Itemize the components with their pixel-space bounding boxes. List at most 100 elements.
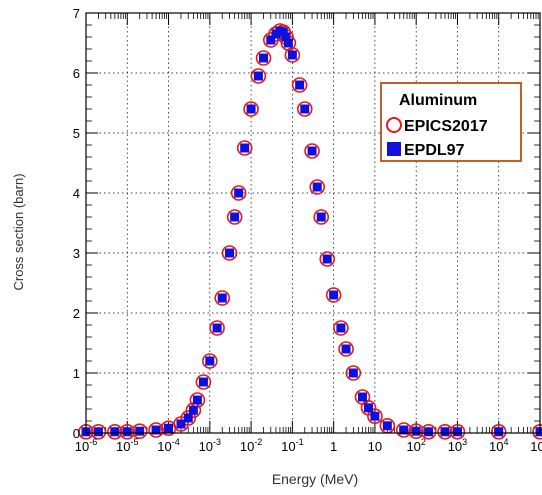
point-epdl97 [535, 427, 542, 437]
point-epdl97 [307, 146, 317, 156]
x-tick-label: 10-2 [240, 437, 262, 454]
point-epdl97 [348, 368, 358, 378]
point-epdl97 [183, 413, 193, 423]
point-epdl97 [364, 403, 374, 413]
point-epics2017 [408, 423, 424, 440]
point-epdl97 [217, 293, 227, 303]
point-epics2017 [119, 423, 136, 440]
point-epdl97 [316, 212, 326, 222]
y-tick-label: 1 [73, 366, 80, 381]
point-epdl97 [93, 427, 103, 437]
point-epics2017 [195, 374, 212, 390]
legend-marker-epdl97 [387, 142, 401, 156]
point-epdl97 [234, 188, 244, 198]
point-epdl97 [188, 405, 198, 415]
point-epdl97 [253, 71, 263, 81]
x-tick-label: 10 [368, 439, 382, 454]
point-epdl97 [336, 323, 346, 333]
point-epdl97 [399, 425, 409, 435]
point-epics2017 [226, 209, 243, 225]
x-tick-label: 10-6 [75, 437, 97, 454]
point-epics2017 [255, 50, 272, 66]
point-epics2017 [437, 423, 453, 440]
point-epdl97 [230, 212, 240, 222]
legend-box [380, 82, 522, 162]
point-epics2017 [230, 185, 247, 201]
point-epics2017 [420, 423, 437, 440]
point-epdl97 [424, 427, 434, 437]
point-epdl97 [135, 426, 145, 436]
point-epdl97 [440, 427, 450, 437]
point-epics2017 [250, 68, 267, 84]
x-tick-label: 1 [330, 439, 337, 454]
point-epdl97 [341, 344, 351, 354]
grid-lines [86, 13, 540, 433]
y-tick-label: 0 [73, 426, 80, 441]
y-tick-label: 2 [73, 306, 80, 321]
point-epics2017 [345, 365, 362, 381]
point-epdl97 [225, 248, 235, 258]
point-epdl97 [452, 427, 462, 437]
point-epics2017 [148, 422, 164, 438]
legend: Aluminum EPICS2017 EPDL97 [380, 82, 522, 162]
axis-ticks [85, 12, 541, 434]
x-tick-label: 10-3 [199, 437, 221, 454]
point-epics2017 [490, 423, 507, 440]
point-epdl97 [322, 254, 332, 264]
x-tick-label: 105 [530, 437, 542, 454]
point-epdl97 [240, 143, 250, 153]
point-epdl97 [357, 392, 367, 402]
point-epics2017 [367, 408, 383, 425]
point-epdl97 [278, 27, 288, 37]
point-epics2017 [221, 245, 238, 261]
point-epics2017 [313, 209, 330, 225]
x-tick-label: 103 [448, 437, 467, 454]
legend-label-epdl97: EPDL97 [404, 142, 465, 159]
legend-label-epics2017: EPICS2017 [404, 118, 488, 135]
point-epics2017 [449, 423, 466, 440]
x-tick-label: 104 [489, 437, 508, 454]
tick-labels: 0 1 2 3 4 5 6 7 10-6 10-5 10-4 10-3 10-2 10-1 1 10 102 10… [73, 6, 542, 454]
point-epdl97 [259, 53, 269, 63]
y-tick-label: 4 [73, 186, 80, 201]
point-epdl97 [281, 32, 291, 42]
point-epdl97 [312, 182, 322, 192]
point-epdl97 [411, 426, 421, 436]
point-epdl97 [382, 421, 392, 431]
point-epics2017 [131, 423, 148, 440]
point-epdl97 [192, 395, 202, 405]
point-epdl97 [295, 80, 305, 90]
x-tick-label: 102 [406, 437, 425, 454]
point-epdl97 [300, 104, 310, 114]
point-epics2017 [202, 353, 218, 369]
data-marks [78, 23, 542, 440]
point-epdl97 [329, 290, 339, 300]
legend-title: Aluminum [399, 92, 477, 109]
point-epdl97 [266, 35, 276, 45]
point-epdl97 [212, 323, 222, 333]
point-epdl97 [151, 425, 161, 435]
point-epdl97 [176, 419, 186, 429]
point-epics2017 [309, 179, 326, 195]
point-epdl97 [494, 427, 504, 437]
y-tick-label: 6 [73, 66, 80, 81]
point-epics2017 [325, 287, 342, 303]
point-epics2017 [296, 101, 313, 117]
x-tick-label: 10-1 [281, 437, 303, 454]
x-tick-label: 10-4 [157, 437, 179, 454]
point-epdl97 [164, 423, 174, 433]
point-epics2017 [236, 140, 253, 156]
x-tick-label: 10-5 [116, 437, 138, 454]
point-epdl97 [110, 427, 120, 437]
plot-frame [85, 12, 541, 434]
y-tick-label: 3 [73, 246, 80, 261]
point-epics2017 [395, 422, 412, 438]
point-epdl97 [122, 427, 132, 437]
point-epdl97 [283, 38, 293, 48]
point-epics2017 [333, 320, 349, 336]
point-epdl97 [205, 356, 215, 366]
point-epdl97 [287, 50, 297, 60]
point-epics2017 [291, 77, 308, 93]
point-epics2017 [319, 251, 336, 267]
